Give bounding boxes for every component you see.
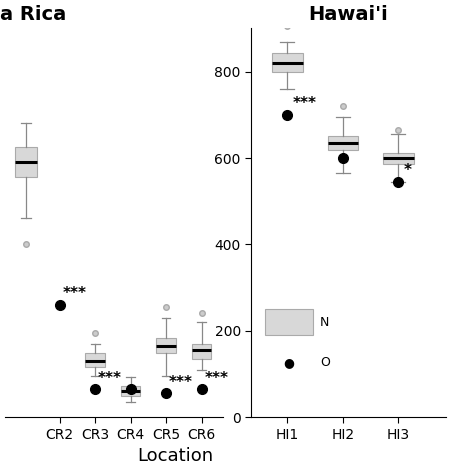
- Text: ●: ●: [284, 356, 294, 369]
- Bar: [272, 53, 302, 72]
- Bar: [85, 353, 105, 367]
- Bar: [328, 137, 358, 150]
- Text: ***: ***: [204, 371, 228, 385]
- Text: N: N: [320, 316, 329, 329]
- Text: a Rica: a Rica: [0, 5, 67, 24]
- Title: Hawai'i: Hawai'i: [309, 5, 388, 24]
- Text: O: O: [320, 356, 330, 369]
- Bar: [192, 344, 211, 359]
- Text: ***: ***: [293, 96, 317, 111]
- Text: ***: ***: [98, 371, 122, 385]
- Bar: [383, 153, 414, 164]
- Text: Location: Location: [137, 447, 213, 465]
- Text: ***: ***: [169, 375, 193, 390]
- Bar: [15, 147, 36, 177]
- Bar: [156, 338, 176, 353]
- Bar: [121, 386, 140, 396]
- Text: ***: ***: [63, 286, 87, 301]
- Text: *: *: [404, 164, 412, 178]
